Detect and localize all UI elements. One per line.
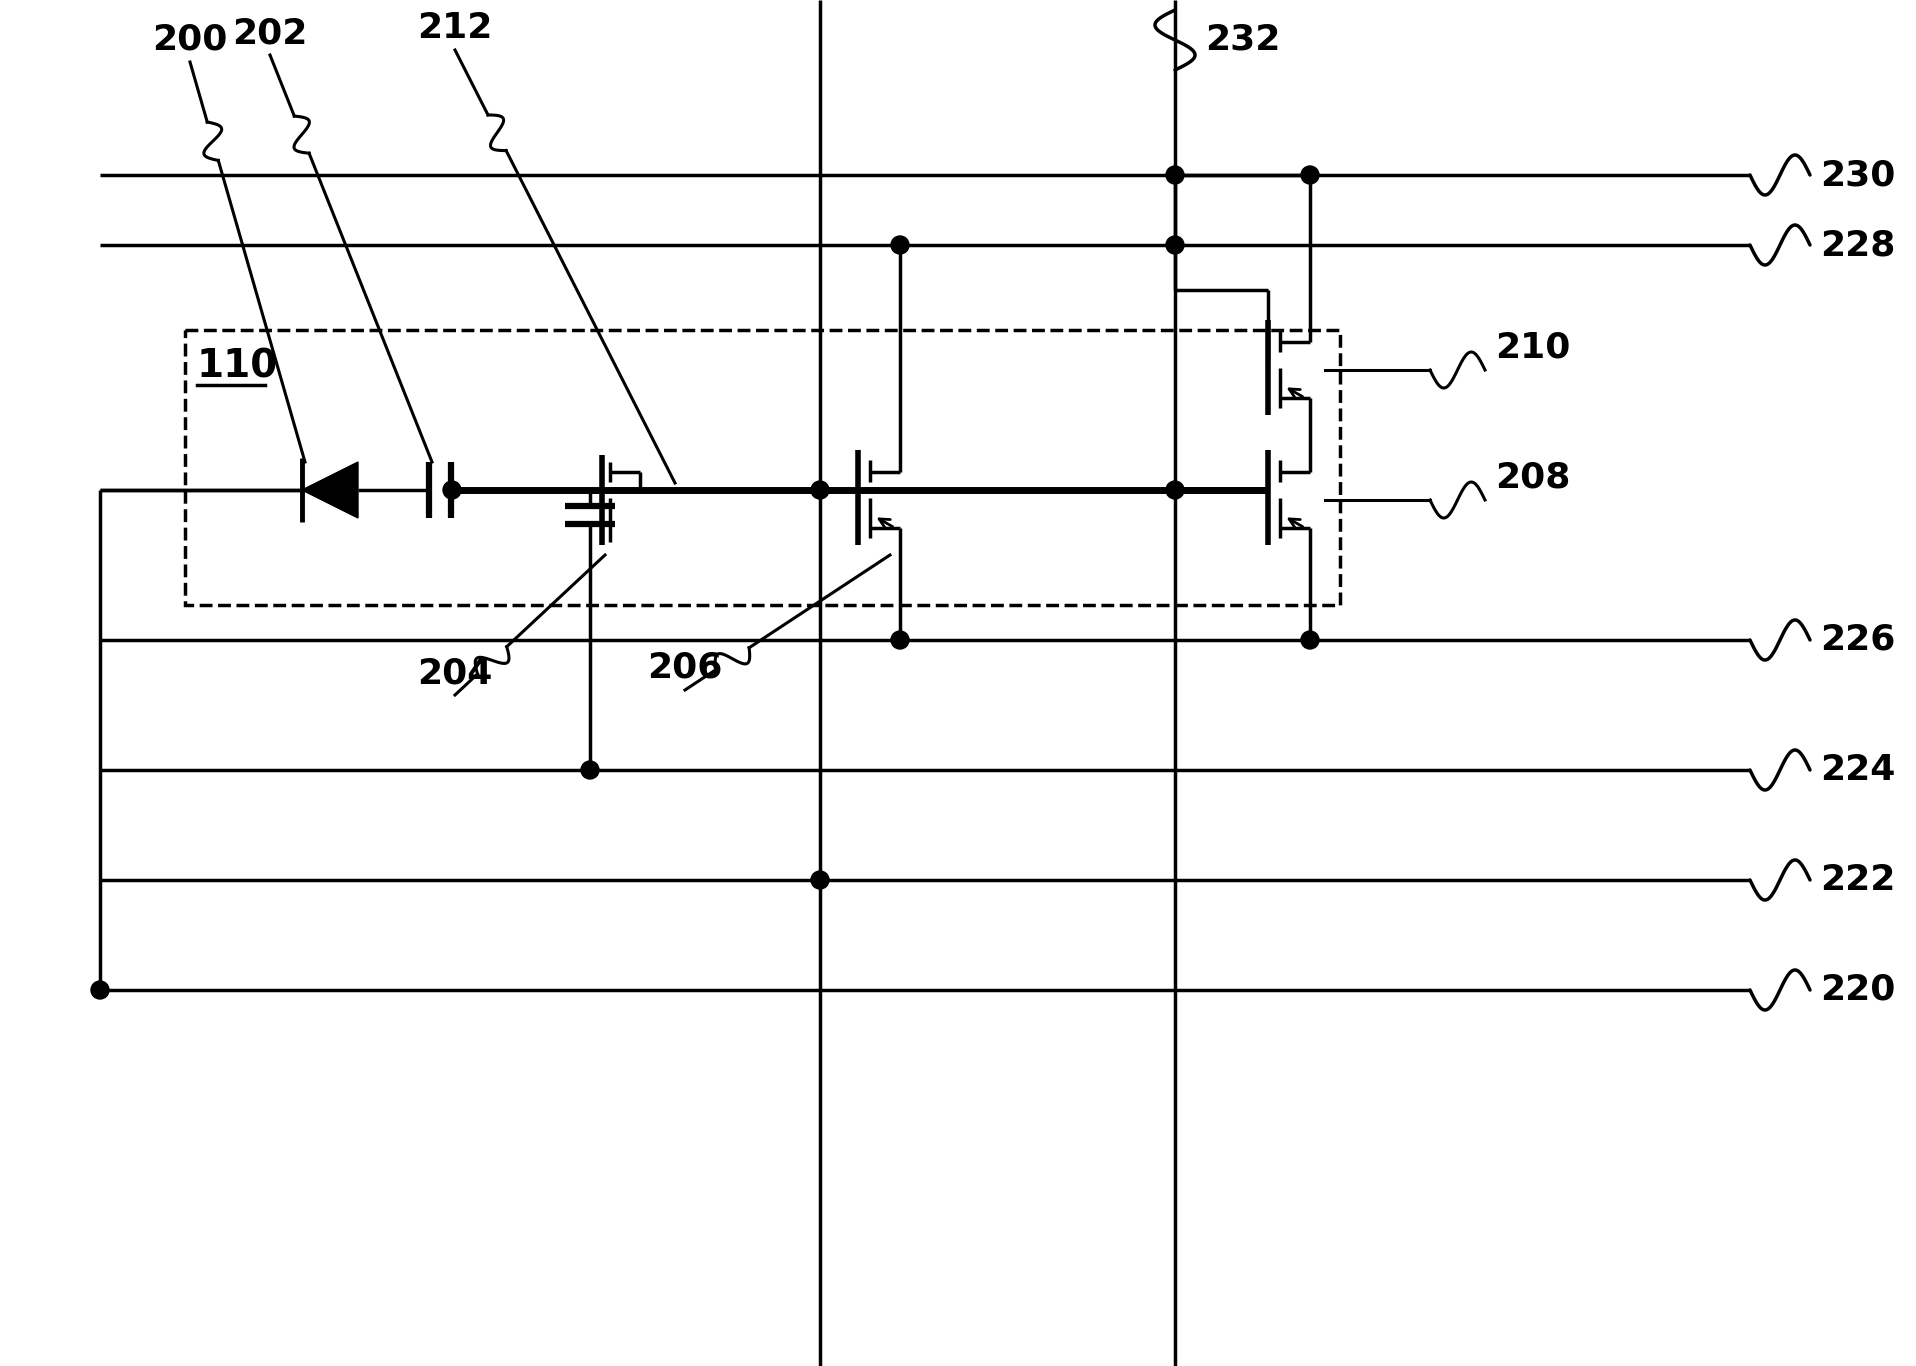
Text: 206: 206 [648, 652, 722, 684]
Text: 220: 220 [1820, 973, 1895, 1007]
Circle shape [1167, 167, 1184, 184]
Text: 230: 230 [1820, 158, 1895, 193]
Text: 200: 200 [151, 23, 228, 57]
Text: 202: 202 [232, 16, 308, 51]
Bar [186, 331, 1339, 605]
Text: 210: 210 [1494, 331, 1571, 365]
Circle shape [581, 761, 600, 779]
Text: 226: 226 [1820, 623, 1895, 657]
Text: 232: 232 [1205, 23, 1280, 57]
Circle shape [443, 481, 462, 499]
Circle shape [1301, 167, 1318, 184]
Circle shape [891, 631, 908, 649]
Circle shape [810, 872, 830, 889]
Circle shape [1167, 481, 1184, 499]
Polygon shape [303, 462, 358, 518]
Circle shape [810, 481, 830, 499]
Circle shape [1167, 236, 1184, 254]
Text: 208: 208 [1494, 460, 1571, 494]
Circle shape [891, 236, 908, 254]
Text: 212: 212 [418, 11, 492, 45]
Text: 222: 222 [1820, 863, 1895, 897]
Circle shape [1301, 631, 1318, 649]
Text: 224: 224 [1820, 753, 1895, 787]
Text: 204: 204 [418, 656, 492, 690]
Circle shape [90, 981, 109, 999]
Text: 228: 228 [1820, 228, 1895, 262]
Text: 110: 110 [197, 348, 278, 387]
